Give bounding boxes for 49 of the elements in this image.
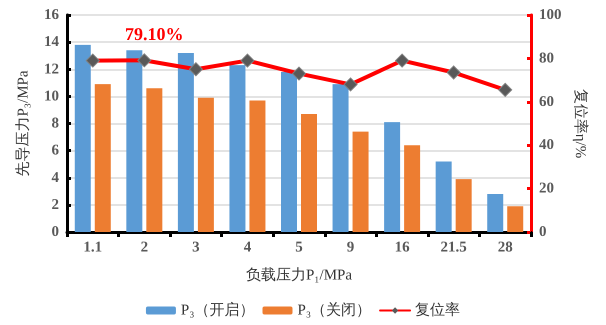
- y2-tick-label: 80: [539, 50, 554, 66]
- legend-label: P₃（开启）: [180, 302, 255, 318]
- y-tick-label: 2: [52, 196, 59, 213]
- bar: [94, 84, 111, 232]
- bar: [178, 52, 194, 232]
- y-tick-label: 16: [44, 7, 60, 23]
- x-axis-title: 负载压力P₁/MPa: [246, 266, 352, 284]
- bar: [198, 98, 214, 232]
- annotation: 79.10%: [125, 24, 184, 44]
- y-tick-label: 6: [52, 142, 60, 159]
- x-tick-label: 28: [498, 240, 513, 256]
- y-tick-label: 4: [52, 170, 60, 186]
- x-tick-label: 21.5: [440, 240, 467, 256]
- x-tick-label: 16: [394, 240, 410, 256]
- y2-tick-label: 20: [539, 180, 554, 197]
- bar: [487, 194, 504, 232]
- bar: [384, 122, 400, 232]
- x-tick-label: 3: [192, 240, 200, 256]
- bar: [456, 179, 472, 232]
- x-tick-label: 4: [244, 240, 252, 256]
- bar: [507, 206, 524, 232]
- legend-label: 复位率: [415, 302, 460, 318]
- legend-label: P₃（关闭）: [298, 302, 372, 318]
- bar: [352, 132, 369, 232]
- bar: [404, 145, 420, 232]
- y2-axis-title: 复位率η/%: [572, 88, 589, 158]
- y-tick-label: 8: [52, 116, 59, 132]
- y-tick-label: 14: [44, 34, 60, 50]
- y-tick-label: 0: [52, 224, 59, 240]
- y2-tick-label: 60: [539, 94, 554, 110]
- x-tick-label: 2: [140, 240, 148, 256]
- bar: [126, 50, 142, 232]
- bar: [436, 161, 452, 232]
- bar: [281, 72, 297, 232]
- y2-tick-label: 0: [539, 224, 546, 240]
- bar: [146, 88, 162, 232]
- y-tick-label: 12: [44, 61, 59, 78]
- bar: [301, 114, 317, 232]
- x-tick-label: 9: [346, 240, 354, 256]
- y-axis-title: 先导压力P₃/MPa: [14, 70, 32, 177]
- y2-tick-label: 40: [539, 137, 554, 154]
- bar: [249, 100, 266, 232]
- bar: [74, 44, 91, 232]
- bar: [229, 65, 246, 232]
- x-tick-label: 1.1: [83, 240, 102, 256]
- y2-tick-label: 100: [539, 7, 562, 23]
- x-tick-label: 5: [295, 240, 303, 256]
- bar: [332, 84, 349, 232]
- y-tick-label: 10: [44, 88, 59, 104]
